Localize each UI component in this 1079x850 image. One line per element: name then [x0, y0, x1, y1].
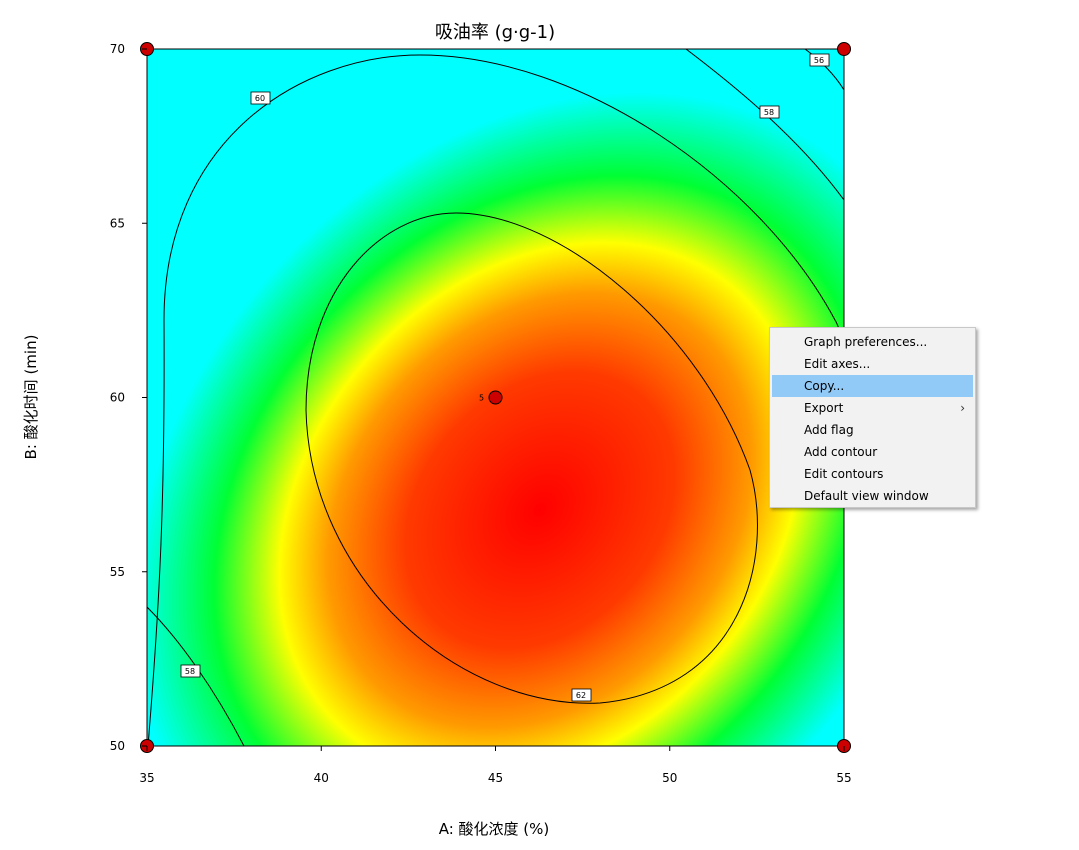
chart-title: 吸油率 (g·g-1)	[435, 22, 555, 43]
contour-label-58-upper: 58	[759, 105, 780, 119]
plot-area: 60 56 58 58 62 5	[140, 42, 851, 753]
design-point-count-label: 5	[479, 394, 484, 403]
y-tick-label: 70	[110, 42, 125, 56]
contour-56-upper	[804, 49, 844, 91]
design-point[interactable]	[837, 42, 851, 56]
menu-item-edit-contours[interactable]: Edit contours	[772, 463, 973, 485]
menu-item-default-view-window[interactable]: Default view window	[772, 485, 973, 507]
y-tick-label: 55	[110, 565, 125, 579]
svg-text:62: 62	[576, 691, 586, 700]
x-tick-label: 50	[662, 771, 677, 785]
context-menu: Graph preferences... Edit axes... Copy..…	[769, 327, 976, 508]
x-tick-label: 40	[314, 771, 329, 785]
design-point[interactable]	[488, 390, 503, 405]
menu-item-add-flag[interactable]: Add flag	[772, 419, 973, 441]
svg-text:56: 56	[814, 56, 824, 65]
x-axis: 35 40 45 50 55	[139, 746, 852, 785]
svg-text:58: 58	[764, 108, 774, 117]
menu-item-label: Add contour	[804, 445, 878, 459]
menu-item-label: Edit axes...	[804, 357, 871, 371]
contour-label-62: 62	[571, 688, 592, 702]
contour-label-60: 60	[250, 91, 271, 105]
menu-item-label: Add flag	[804, 423, 854, 437]
x-tick-label: 35	[139, 771, 154, 785]
svg-text:58: 58	[185, 667, 195, 676]
menu-item-label: Default view window	[804, 489, 929, 503]
menu-item-copy[interactable]: Copy...	[772, 375, 973, 397]
menu-item-label: Export	[804, 401, 844, 415]
menu-item-label: Edit contours	[804, 467, 884, 481]
contour-label-58-lower: 58	[180, 664, 201, 678]
chevron-right-icon: ›	[960, 401, 965, 415]
menu-item-label: Copy...	[804, 379, 845, 393]
menu-item-add-contour[interactable]: Add contour	[772, 441, 973, 463]
x-tick-label: 45	[488, 771, 503, 785]
contour-62	[305, 212, 758, 704]
menu-item-export[interactable]: Export ›	[772, 397, 973, 419]
menu-item-graph-preferences[interactable]: Graph preferences...	[772, 331, 973, 353]
menu-item-edit-axes[interactable]: Edit axes...	[772, 353, 973, 375]
x-axis-title: A: 酸化浓度 (%)	[439, 820, 550, 838]
svg-text:60: 60	[255, 94, 265, 103]
y-axis-title: B: 酸化时间 (min)	[22, 335, 40, 460]
x-tick-label: 55	[836, 771, 851, 785]
y-tick-label: 50	[110, 739, 125, 753]
contour-60	[147, 54, 844, 746]
y-tick-label: 60	[110, 391, 125, 405]
y-tick-label: 65	[110, 216, 125, 230]
y-axis: 50 55 60 65 70	[110, 42, 147, 753]
menu-item-label: Graph preferences...	[804, 335, 928, 349]
contour-label-56: 56	[809, 53, 830, 67]
